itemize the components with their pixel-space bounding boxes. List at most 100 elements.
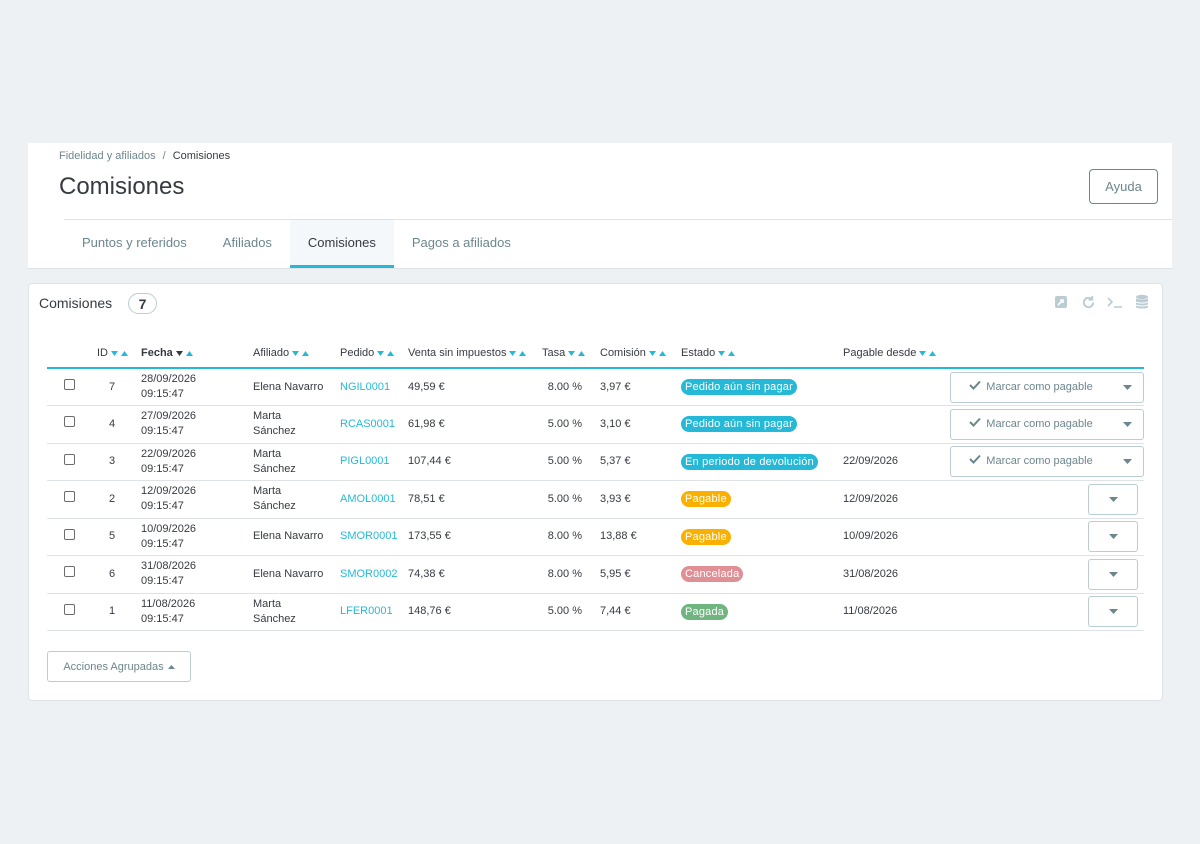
cell-estado: Cancelada: [681, 555, 843, 594]
caret-down-icon: [1108, 529, 1118, 544]
cell-estado: Pagable: [681, 518, 843, 556]
mark-payable-button-group: Marcar como pagable: [950, 408, 1144, 440]
cell-time: 09:15:47: [141, 537, 184, 550]
header-comision[interactable]: Comisión: [600, 340, 681, 369]
header-pedido-label: Pedido: [340, 347, 375, 360]
cell-affiliate-line2: Sánchez: [253, 612, 296, 625]
commissions-panel: Comisiones 7 ID Fecha Afiliado Ped: [28, 283, 1163, 701]
row-checkbox[interactable]: [64, 528, 75, 540]
row-actions-dropdown[interactable]: [1088, 483, 1138, 515]
cell-fecha: 28/09/2026 09:15:47: [141, 368, 253, 406]
header-pagable[interactable]: Pagable desde: [843, 340, 950, 369]
order-link[interactable]: SMOR0001: [340, 518, 408, 556]
commissions-table: ID Fecha Afiliado Pedido Venta sin impue…: [47, 340, 1144, 631]
cell-pagable: 12/09/2026: [843, 480, 950, 519]
sort-arrows-icon[interactable]: [568, 348, 586, 360]
sort-arrows-icon[interactable]: [919, 348, 937, 360]
cell-afiliado: Elena Navarro: [253, 368, 340, 406]
order-link[interactable]: SMOR0002: [340, 555, 408, 594]
header-afiliado[interactable]: Afiliado: [253, 340, 340, 369]
cell-affiliate-line1: Elena Navarro: [253, 567, 324, 580]
header-pedido[interactable]: Pedido: [340, 340, 408, 369]
bulk-actions-button[interactable]: Acciones Agrupadas: [47, 651, 191, 682]
header-fecha[interactable]: Fecha: [141, 340, 253, 369]
check-icon: [969, 380, 982, 395]
sort-arrows-icon[interactable]: [509, 348, 527, 360]
mark-payable-button-group: Marcar como pagable: [950, 371, 1144, 403]
cell-actions: Marcar como pagable: [950, 405, 1144, 444]
mark-payable-button[interactable]: Marcar como pagable: [951, 373, 1111, 402]
row-actions-dropdown[interactable]: [1111, 373, 1143, 402]
cell-actions: [950, 480, 1144, 519]
cell-pagable: [843, 368, 950, 406]
header-venta[interactable]: Venta sin impuestos: [408, 340, 542, 369]
cell-comision: 7,44 €: [600, 593, 681, 631]
cell-actions: [950, 593, 1144, 631]
export-icon[interactable]: [1053, 294, 1069, 310]
row-checkbox-cell: [47, 368, 97, 406]
database-icon[interactable]: [1134, 294, 1150, 310]
row-checkbox[interactable]: [64, 416, 75, 428]
header-checkbox-col: [47, 340, 97, 369]
row-actions-dropdown[interactable]: [1111, 447, 1143, 476]
sort-arrows-icon[interactable]: [718, 348, 736, 360]
table-row: 7 28/09/2026 09:15:47 Elena Navarro NGIL0…: [47, 368, 1144, 406]
order-link[interactable]: AMOL0001: [340, 480, 408, 519]
cell-actions: [950, 555, 1144, 594]
header-tasa[interactable]: Tasa: [542, 340, 600, 369]
row-actions-dropdown[interactable]: [1088, 596, 1138, 628]
cell-date: 11/08/2026: [141, 597, 196, 610]
tab-afiliados[interactable]: Afiliados: [222, 235, 272, 250]
caret-up-icon: [167, 661, 175, 673]
mark-payable-button[interactable]: Marcar como pagable: [951, 447, 1111, 476]
sort-arrows-icon[interactable]: [648, 348, 666, 360]
order-link[interactable]: LFER0001: [340, 593, 408, 631]
tab-comisiones[interactable]: Comisiones: [289, 220, 394, 268]
cell-time: 09:15:47: [141, 462, 184, 475]
caret-down-icon: [1122, 454, 1132, 469]
cell-estado: Pagada: [681, 593, 843, 631]
header-estado[interactable]: Estado: [681, 340, 843, 369]
row-actions-dropdown[interactable]: [1111, 410, 1143, 439]
header-id[interactable]: ID: [97, 340, 141, 369]
row-checkbox-cell: [47, 405, 97, 444]
row-actions-dropdown[interactable]: [1088, 521, 1138, 553]
cell-date: 28/09/2026: [141, 373, 197, 385]
sort-arrows-icon[interactable]: [175, 348, 193, 360]
row-actions-dropdown[interactable]: [1088, 558, 1138, 590]
cell-comision: 3,93 €: [600, 480, 681, 519]
cell-venta: 49,59 €: [408, 368, 542, 406]
breadcrumb-parent[interactable]: Fidelidad y afiliados: [59, 150, 156, 162]
cell-date: 12/09/2026: [141, 485, 197, 498]
row-checkbox[interactable]: [64, 566, 75, 578]
mark-payable-button-group: Marcar como pagable: [950, 446, 1144, 478]
help-button[interactable]: Ayuda: [1089, 169, 1158, 204]
order-link[interactable]: RCAS0001: [340, 405, 408, 444]
cell-affiliate-line1: Marta: [253, 485, 282, 498]
order-link[interactable]: PIGL0001: [340, 443, 408, 481]
cell-tasa: 5.00 %: [542, 480, 600, 519]
sort-arrows-icon[interactable]: [292, 348, 310, 360]
cell-fecha: 11/08/2026 09:15:47: [141, 593, 253, 631]
cell-actions: [950, 518, 1144, 556]
refresh-icon[interactable]: [1080, 294, 1096, 310]
row-checkbox[interactable]: [64, 603, 75, 615]
tab-pagos-afiliados[interactable]: Pagos a afiliados: [411, 235, 511, 250]
cell-date: 27/09/2026: [141, 410, 197, 423]
row-checkbox[interactable]: [64, 491, 75, 503]
sort-arrows-icon[interactable]: [111, 348, 128, 360]
row-checkbox[interactable]: [64, 453, 75, 465]
mark-payable-button[interactable]: Marcar como pagable: [951, 410, 1111, 439]
status-badge: Pagable: [681, 491, 731, 508]
row-checkbox[interactable]: [64, 379, 75, 390]
cell-id: 1: [97, 593, 141, 631]
order-link[interactable]: NGIL0001: [340, 368, 408, 406]
sort-arrows-icon[interactable]: [377, 348, 395, 360]
cell-pagable: 22/09/2026: [843, 443, 950, 481]
tab-puntos-referidos[interactable]: Puntos y referidos: [82, 235, 187, 250]
cell-afiliado: Marta Sánchez: [253, 593, 340, 631]
cell-venta: 173,55 €: [408, 518, 542, 556]
terminal-icon[interactable]: [1107, 294, 1123, 310]
header-comision-label: Comisión: [600, 347, 646, 360]
row-checkbox-cell: [47, 480, 97, 519]
